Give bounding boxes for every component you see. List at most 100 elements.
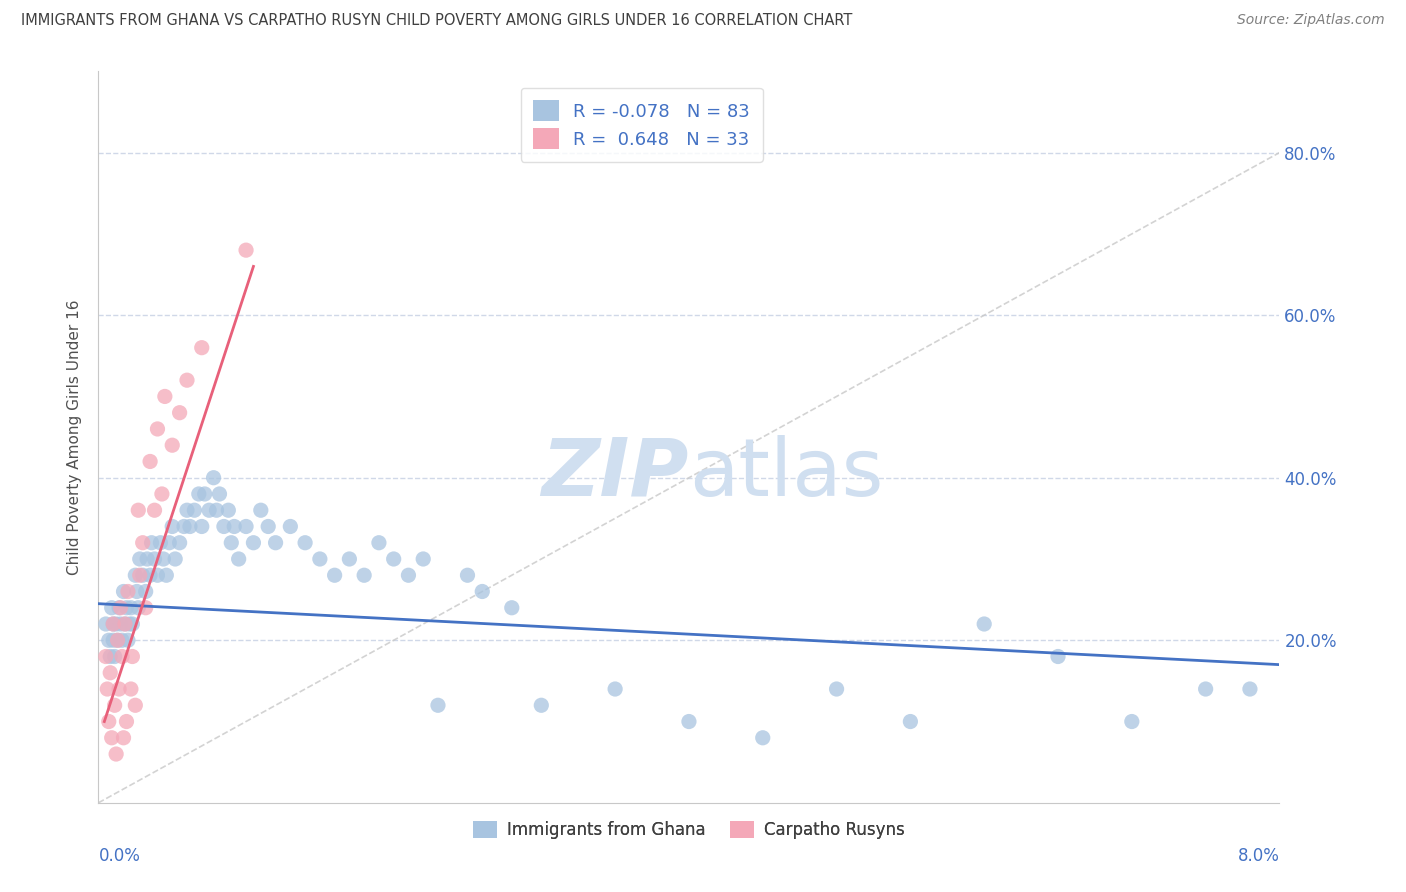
Point [501, 600, 523, 615]
Point [1195, 681, 1218, 696]
Point [605, 681, 627, 696]
Point [194, 487, 217, 501]
Point [973, 617, 995, 632]
Point [187, 487, 209, 501]
Point [1046, 649, 1070, 664]
Point [235, 243, 257, 257]
Point [124, 568, 146, 582]
Point [146, 568, 169, 582]
Point [117, 633, 139, 648]
Point [98, 665, 121, 680]
Point [107, 633, 129, 648]
Point [115, 714, 138, 729]
Point [132, 568, 155, 582]
Point [398, 568, 420, 582]
Point [146, 422, 169, 436]
Point [136, 552, 159, 566]
Point [264, 535, 287, 549]
Point [257, 519, 280, 533]
Point [100, 600, 122, 615]
Point [103, 617, 125, 632]
Point [108, 600, 131, 615]
Point [121, 617, 143, 632]
Y-axis label: Child Poverty Among Girls Under 16: Child Poverty Among Girls Under 16 [67, 300, 83, 574]
Point [212, 519, 235, 533]
Point [169, 535, 191, 549]
Point [111, 633, 134, 648]
Point [143, 503, 166, 517]
Point [183, 503, 205, 517]
Legend: Immigrants from Ghana, Carpatho Rusyns: Immigrants from Ghana, Carpatho Rusyns [467, 814, 911, 846]
Point [678, 714, 700, 729]
Point [1121, 714, 1143, 729]
Point [139, 454, 162, 468]
Point [198, 503, 221, 517]
Point [323, 568, 346, 582]
Point [111, 649, 134, 664]
Point [162, 438, 183, 452]
Point [118, 617, 141, 632]
Point [202, 471, 225, 485]
Point [191, 341, 214, 355]
Point [124, 698, 146, 713]
Text: Source: ZipAtlas.com: Source: ZipAtlas.com [1237, 13, 1385, 28]
Point [752, 731, 775, 745]
Point [141, 535, 163, 549]
Point [127, 503, 149, 517]
Point [104, 649, 127, 664]
Point [339, 552, 361, 566]
Point [235, 519, 257, 533]
Point [152, 552, 174, 566]
Point [382, 552, 405, 566]
Point [221, 535, 243, 549]
Point [98, 649, 121, 664]
Point [165, 552, 187, 566]
Point [294, 535, 316, 549]
Text: atlas: atlas [689, 434, 883, 513]
Point [94, 649, 117, 664]
Text: ZIP: ZIP [541, 434, 689, 513]
Point [121, 649, 143, 664]
Point [471, 584, 494, 599]
Point [530, 698, 553, 713]
Point [104, 698, 127, 713]
Point [120, 600, 142, 615]
Point [105, 617, 128, 632]
Point [242, 535, 264, 549]
Point [179, 519, 201, 533]
Point [114, 617, 136, 632]
Point [825, 681, 848, 696]
Point [900, 714, 922, 729]
Point [457, 568, 479, 582]
Point [309, 552, 332, 566]
Point [173, 519, 195, 533]
Point [135, 584, 157, 599]
Point [108, 681, 131, 696]
Point [412, 552, 434, 566]
Point [280, 519, 302, 533]
Point [353, 568, 375, 582]
Point [191, 519, 214, 533]
Point [94, 617, 117, 632]
Point [114, 617, 136, 632]
Point [107, 633, 129, 648]
Point [112, 731, 135, 745]
Point [120, 681, 142, 696]
Point [162, 519, 183, 533]
Text: IMMIGRANTS FROM GHANA VS CARPATHO RUSYN CHILD POVERTY AMONG GIRLS UNDER 16 CORRE: IMMIGRANTS FROM GHANA VS CARPATHO RUSYN … [21, 13, 852, 29]
Point [115, 600, 138, 615]
Point [427, 698, 450, 713]
Point [228, 552, 250, 566]
Point [205, 503, 228, 517]
Point [110, 600, 132, 615]
Point [100, 731, 122, 745]
Point [105, 747, 128, 761]
Point [103, 617, 125, 632]
Text: 8.0%: 8.0% [1237, 847, 1279, 864]
Point [127, 600, 149, 615]
Point [97, 714, 120, 729]
Point [128, 568, 150, 582]
Point [250, 503, 273, 517]
Point [217, 503, 239, 517]
Point [176, 503, 198, 517]
